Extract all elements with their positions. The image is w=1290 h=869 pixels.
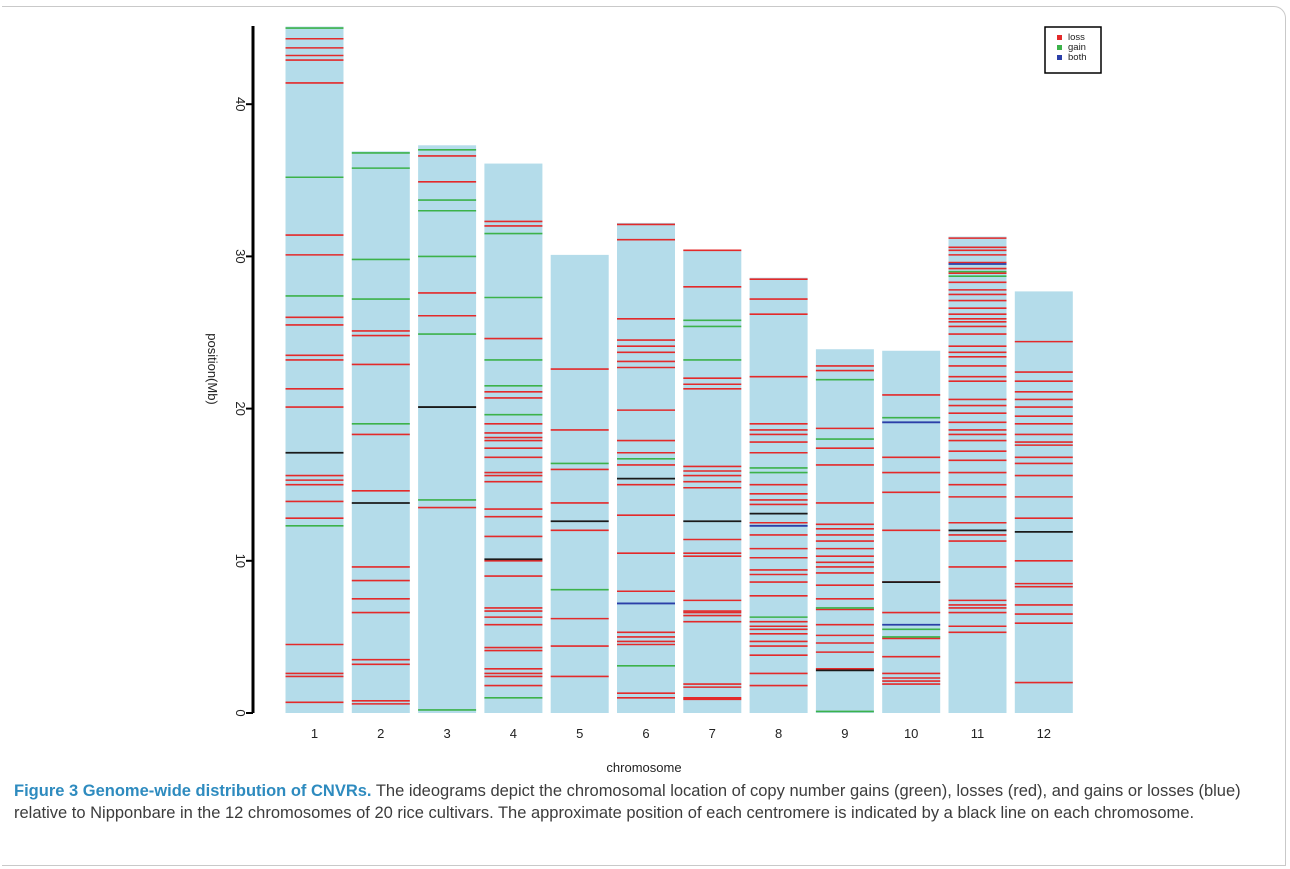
caption-body: The ideograms depict the chromosomal loc… [14,782,1241,822]
x-tick-label: 5 [576,726,583,741]
chromosome-bar [617,222,675,713]
chromosome-bar [285,26,344,713]
chromosome-1 [285,26,344,713]
legend-box [1044,26,1102,74]
x-tick-label: 9 [841,726,848,741]
y-tick-label: 30 [233,249,248,263]
x-tick-label: 12 [1037,726,1051,741]
chromosome-bar [882,350,941,713]
figure-frame [2,6,1286,866]
x-tick-label: 11 [971,726,985,741]
y-tick-label: 20 [233,401,248,415]
y-axis: 0 10 20 30 40 [233,26,255,717]
x-tick-label: 8 [775,726,782,741]
chromosome-bar [749,277,808,713]
y-axis-label: position(Mb) [205,333,220,405]
x-axis: 1 2 3 4 5 6 7 8 9 10 11 12 [311,726,1051,741]
legend-swatch-both [1057,55,1062,60]
chromosome-5 [550,254,609,714]
chromosome-2 [351,151,410,713]
x-tick-label: 2 [377,726,384,741]
chromosome-bar [351,151,410,713]
figure-caption: Figure 3 Genome-wide distribution of CNV… [14,780,1276,824]
legend-label-both: both [1068,52,1087,63]
chromosome-6 [617,222,675,713]
chromosome-10 [882,350,941,713]
legend-swatch-gain [1057,45,1062,50]
x-tick-label: 10 [904,726,918,741]
x-tick-label: 4 [510,726,517,741]
legend-swatch-loss [1057,35,1062,40]
chromosome-bar [418,145,477,713]
y-tick-label: 40 [233,97,248,111]
y-tick-label: 0 [233,709,248,716]
chromosome-9 [815,349,874,713]
caption-title: Figure 3 Genome-wide distribution of CNV… [14,782,372,800]
chromosome-bar [948,236,1007,713]
chromosome-7 [683,249,742,713]
x-tick-label: 3 [443,726,450,741]
chromosome-group [285,26,1073,714]
x-tick-label: 6 [642,726,649,741]
chromosome-8 [749,277,808,713]
x-tick-label: 1 [311,726,318,741]
x-tick-label: 7 [709,726,716,741]
x-axis-label: chromosome [606,760,681,775]
chromosome-bar [815,349,874,713]
legend-label-loss: loss [1068,32,1085,43]
chromosome-11 [948,236,1007,713]
chromosome-12 [1014,291,1073,713]
legend-label-gain: gain [1068,42,1086,53]
chromosome-bar [1014,291,1073,713]
chromosome-4 [484,163,543,714]
chromosome-bar [550,254,609,714]
y-tick-label: 10 [233,554,248,568]
chromosome-3 [418,145,477,713]
